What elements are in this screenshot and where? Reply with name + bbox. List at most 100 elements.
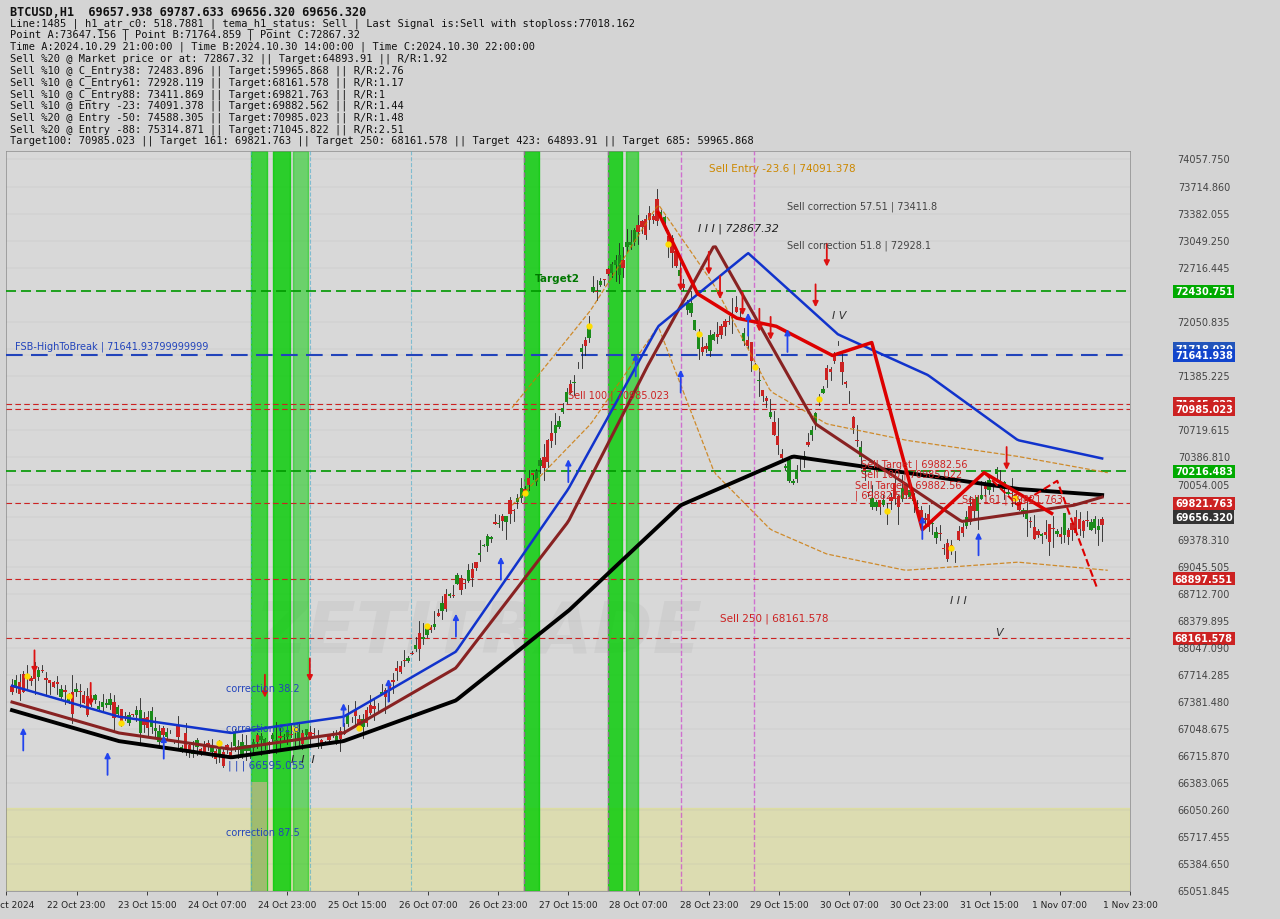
- Bar: [218, 743, 221, 756]
- Bar: [142, 718, 146, 725]
- Bar: [652, 216, 655, 221]
- Text: 71641.938: 71641.938: [1175, 351, 1233, 361]
- Text: Point A:73647.156 | Point B:71764.859 | Point C:72867.32: Point A:73647.156 | Point B:71764.859 | …: [10, 29, 360, 40]
- Bar: [481, 545, 485, 546]
- Bar: [870, 498, 874, 507]
- Bar: [59, 689, 63, 697]
- Text: ZETITRADE: ZETITRADE: [255, 598, 703, 667]
- Bar: [712, 335, 716, 340]
- Bar: [293, 729, 297, 730]
- Bar: [611, 265, 613, 274]
- Bar: [746, 340, 749, 346]
- Text: | | | 66595.055: | | | 66595.055: [228, 759, 305, 770]
- Bar: [289, 734, 293, 735]
- Bar: [51, 682, 55, 686]
- Bar: [512, 510, 516, 512]
- Bar: [525, 152, 539, 891]
- Bar: [489, 538, 493, 539]
- Bar: [995, 470, 998, 474]
- Bar: [539, 460, 541, 467]
- Text: Sell 100 | 70985.022: Sell 100 | 70985.022: [860, 470, 961, 480]
- Bar: [233, 732, 237, 746]
- Bar: [260, 736, 262, 741]
- Bar: [1097, 526, 1100, 530]
- Text: | 69882.562: | 69882.562: [855, 490, 914, 500]
- Bar: [396, 668, 398, 672]
- Bar: [177, 726, 179, 737]
- Text: 72716.445: 72716.445: [1178, 264, 1230, 274]
- Bar: [983, 486, 987, 490]
- Bar: [719, 326, 723, 335]
- Bar: [214, 752, 218, 759]
- Bar: [248, 745, 251, 752]
- Bar: [783, 467, 787, 469]
- Bar: [497, 523, 500, 525]
- Bar: [301, 732, 305, 744]
- Bar: [357, 720, 361, 729]
- Bar: [1093, 520, 1096, 528]
- Bar: [904, 486, 908, 495]
- Bar: [1047, 525, 1051, 542]
- Bar: [795, 471, 799, 480]
- Text: Sell %10 @ C_Entry38: 72483.896 || Target:59965.868 || R/R:2.76: Sell %10 @ C_Entry38: 72483.896 || Targe…: [10, 65, 404, 76]
- Text: I I I: I I I: [951, 596, 968, 606]
- Bar: [293, 152, 307, 891]
- Bar: [667, 237, 669, 245]
- Text: 74057.750: 74057.750: [1178, 154, 1230, 165]
- Bar: [957, 531, 960, 540]
- Bar: [452, 595, 454, 596]
- Text: Sell %10 @ C_Entry61: 72928.119 || Target:68161.578 || R/R:1.17: Sell %10 @ C_Entry61: 72928.119 || Targe…: [10, 77, 404, 87]
- Text: 68712.700: 68712.700: [1178, 589, 1230, 599]
- Bar: [1074, 517, 1078, 534]
- Bar: [192, 750, 195, 754]
- Text: 67381.480: 67381.480: [1178, 698, 1230, 707]
- Bar: [692, 321, 696, 331]
- Bar: [146, 717, 150, 728]
- Text: Sell %20 @ Entry -88: 75314.871 || Target:71045.822 || R/R:2.51: Sell %20 @ Entry -88: 75314.871 || Targe…: [10, 124, 404, 134]
- Bar: [29, 678, 32, 681]
- Bar: [882, 501, 884, 505]
- Bar: [987, 481, 991, 491]
- Bar: [663, 218, 667, 223]
- Bar: [628, 243, 632, 245]
- Bar: [55, 682, 59, 685]
- Bar: [63, 690, 67, 692]
- Text: 70985.023: 70985.023: [1175, 404, 1233, 414]
- Text: Sell correction 51.8 | 72928.1: Sell correction 51.8 | 72928.1: [787, 240, 932, 251]
- Text: correction 87.5: correction 87.5: [225, 827, 300, 836]
- Text: 65717.455: 65717.455: [1178, 833, 1230, 843]
- Text: 67714.285: 67714.285: [1178, 670, 1230, 680]
- Bar: [444, 595, 448, 609]
- Bar: [531, 473, 534, 475]
- Bar: [863, 467, 867, 471]
- Bar: [123, 716, 127, 718]
- Bar: [727, 322, 731, 323]
- Bar: [1082, 521, 1085, 532]
- Bar: [923, 519, 927, 520]
- Bar: [655, 200, 659, 221]
- Bar: [1002, 482, 1006, 490]
- Bar: [890, 497, 892, 502]
- Bar: [780, 455, 783, 459]
- Bar: [1041, 534, 1043, 537]
- Bar: [764, 399, 768, 402]
- Bar: [1037, 531, 1039, 536]
- Text: correction 61.8: correction 61.8: [225, 723, 300, 733]
- Text: 73382.055: 73382.055: [1178, 210, 1230, 220]
- Bar: [467, 571, 470, 582]
- Text: Sell correction 57.51 | 73411.8: Sell correction 57.51 | 73411.8: [787, 201, 937, 211]
- Bar: [750, 343, 753, 361]
- Text: 73714.860: 73714.860: [1178, 183, 1230, 193]
- Bar: [975, 497, 979, 512]
- Bar: [696, 335, 700, 350]
- Bar: [421, 637, 425, 640]
- Text: 68047.090: 68047.090: [1178, 643, 1230, 653]
- Bar: [704, 346, 708, 350]
- Bar: [527, 478, 530, 485]
- Bar: [599, 281, 602, 286]
- Text: Sell %10 @ Entry -23: 74091.378 || Target:69882.562 || R/R:1.44: Sell %10 @ Entry -23: 74091.378 || Targe…: [10, 100, 404, 111]
- Bar: [406, 658, 410, 661]
- Bar: [332, 735, 334, 736]
- Text: 70216.483: 70216.483: [1175, 467, 1233, 477]
- Text: Sell Entry -23.6 | 74091.378: Sell Entry -23.6 | 74091.378: [709, 163, 855, 174]
